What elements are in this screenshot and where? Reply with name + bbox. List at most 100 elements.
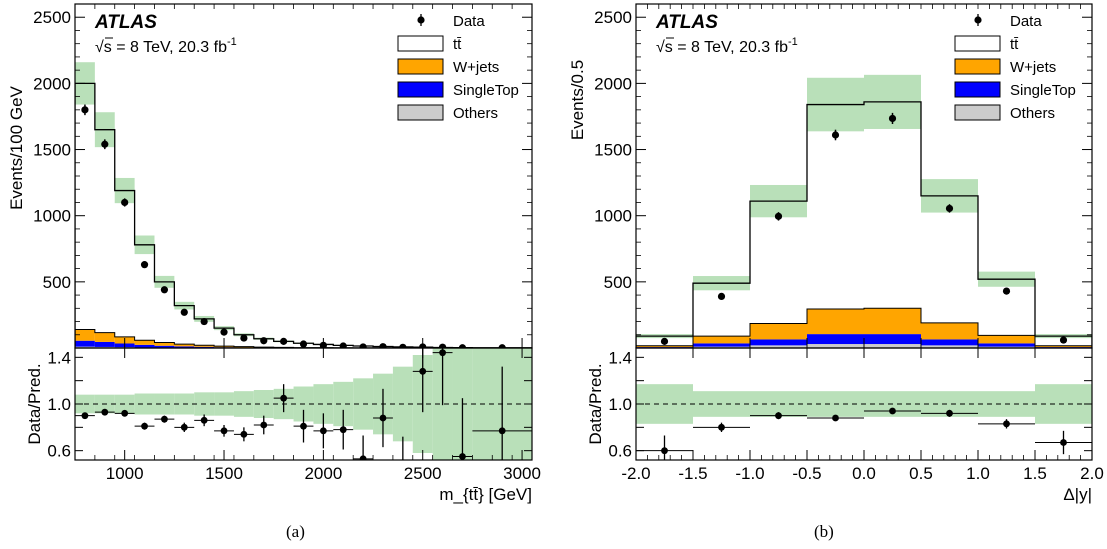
singletop-bar: [94, 341, 115, 347]
legend-label: W+jets: [453, 59, 499, 76]
x-tick-label: -1.0: [735, 464, 764, 483]
others-bar: [978, 346, 1035, 348]
data-point: [359, 343, 367, 348]
legend-swatch: [954, 81, 1001, 98]
wjets-bar: [978, 335, 1035, 344]
panel-a: 500 1000 1500 2000 2500 0.6 1.0 1.4 1000 1500 2000…: [7, 3, 541, 504]
y-tick-label: 1000: [33, 207, 71, 226]
data-point: [438, 343, 447, 348]
energy-lumi-label: √s = 8 TeV, 20.3 fb-1: [95, 36, 237, 56]
energy-lumi-label: √s = 8 TeV, 20.3 fb-1: [656, 36, 798, 56]
wjets-bar: [94, 332, 115, 342]
wjets-bar: [807, 308, 864, 335]
data-point: [498, 344, 506, 348]
x-tick-label: 3000: [503, 464, 541, 483]
legend-label: SingleTop: [453, 82, 519, 99]
singletop-bar: [864, 334, 921, 345]
x-tick-label: -2.0: [621, 464, 650, 483]
x-tick-label: 1.5: [1023, 464, 1047, 483]
data-point: [660, 337, 669, 345]
y-tick-label: 2500: [33, 8, 71, 27]
legend-label: tt̄: [1010, 36, 1019, 53]
data-point: [1002, 287, 1011, 295]
ratio-y-axis-label: Data/Pred.: [25, 363, 44, 444]
ratio-point: [661, 447, 668, 455]
ratio-uncertainty-bin: [214, 392, 234, 416]
ratio-y-tick-label: 0.6: [608, 442, 632, 461]
ratio-y-tick-label: 1.4: [608, 348, 632, 367]
wjets-bar: [134, 340, 155, 345]
ratio-point: [419, 367, 427, 375]
ratio-point: [319, 427, 327, 435]
data-point: [299, 340, 308, 348]
data-point: [220, 328, 228, 336]
y-tick-label: 1500: [594, 141, 632, 160]
others-bar: [864, 344, 921, 348]
data-point: [200, 317, 208, 326]
others-bar: [807, 344, 864, 348]
ratio-uncertainty-bin: [134, 393, 155, 415]
x-tick-label: -1.5: [678, 464, 707, 483]
ratio-point: [1060, 439, 1067, 446]
main-plot-area: [636, 74, 1092, 348]
y-tick-label: 1000: [594, 207, 632, 226]
data-point: [379, 343, 387, 348]
wjets-bar: [194, 345, 215, 347]
ratio-y-tick-label: 1.0: [47, 395, 71, 414]
y-tick-label: 2500: [594, 8, 632, 27]
caption-b: (b): [814, 522, 834, 541]
legend-label: tt̄: [453, 36, 462, 53]
singletop-bar: [174, 346, 195, 348]
ratio-point: [379, 414, 387, 422]
singletop-bar: [75, 340, 95, 347]
wjets-bar: [864, 308, 921, 335]
data-point: [101, 140, 109, 148]
legend-marker-data: [417, 16, 425, 24]
legend-swatch: [954, 104, 1001, 121]
legend-label: SingleTop: [1010, 82, 1076, 99]
wjets-bar: [921, 322, 978, 340]
x-tick-label: -0.5: [792, 464, 821, 483]
data-point: [81, 106, 89, 114]
prediction-step-line: [636, 101, 1092, 348]
legend-label: Others: [1010, 105, 1055, 122]
ratio-point: [240, 430, 248, 438]
data-point: [280, 337, 288, 345]
ratio-y-tick-label: 1.4: [47, 348, 71, 367]
ratio-point: [889, 407, 896, 415]
caption-a: (a): [286, 522, 305, 541]
x-axis-label: m_{tt̄} [GeV]: [439, 485, 532, 504]
ratio-point: [946, 409, 953, 417]
ratio-y-axis-label: Data/Pred.: [586, 363, 605, 444]
legend-swatch: [397, 104, 444, 121]
x-tick-label: 2000: [304, 464, 342, 483]
others-bar: [921, 345, 978, 348]
singletop-bar: [194, 346, 215, 348]
wjets-bar: [154, 342, 175, 346]
ratio-uncertainty-bin: [333, 381, 354, 427]
wjets-bar: [75, 329, 95, 341]
ratio-point: [1003, 420, 1010, 428]
ratio-uncertainty-bin: [233, 391, 254, 417]
singletop-bar: [134, 344, 155, 348]
legend-label: Data: [1010, 13, 1042, 30]
y-tick-label: 1500: [33, 141, 71, 160]
wjets-bar: [174, 344, 195, 347]
ratio-point: [101, 408, 109, 416]
data-point: [121, 198, 129, 207]
experiment-label: ATLAS: [655, 12, 718, 33]
ratio-point: [220, 427, 228, 435]
x-tick-label: 2500: [404, 464, 442, 483]
legend-swatch: [397, 35, 444, 52]
x-tick-label: 1500: [205, 464, 243, 483]
legend-marker-data: [974, 16, 982, 24]
legend-label: Others: [453, 105, 498, 122]
wjets-bar: [636, 345, 693, 348]
data-point: [399, 343, 407, 348]
ratio-point: [141, 422, 148, 430]
wjets-bar: [693, 336, 750, 344]
data-point: [774, 212, 783, 220]
others-bar: [750, 345, 807, 348]
singletop-bar: [978, 343, 1035, 347]
ratio-point: [161, 415, 168, 423]
